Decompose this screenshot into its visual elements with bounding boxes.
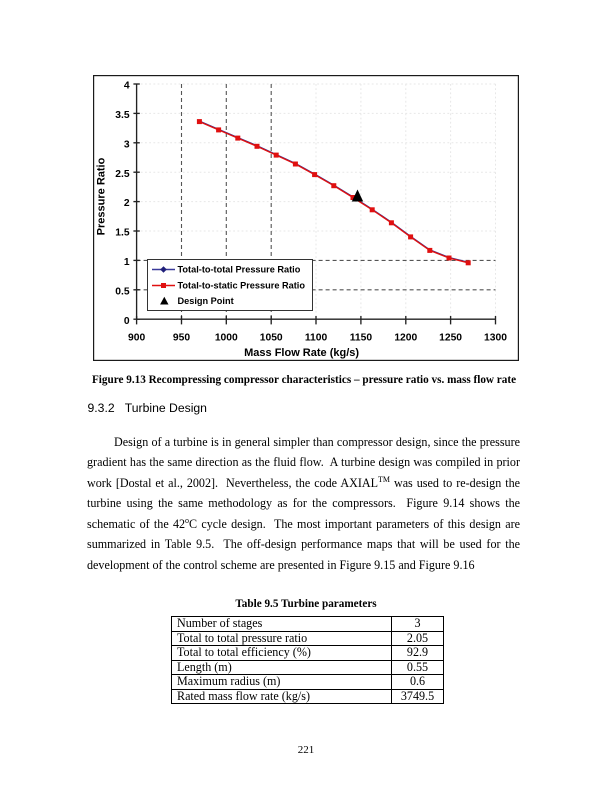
- svg-text:Mass Flow Rate (kg/s): Mass Flow Rate (kg/s): [244, 347, 359, 359]
- svg-text:1000: 1000: [215, 332, 238, 343]
- svg-text:1: 1: [124, 257, 130, 268]
- svg-text:1150: 1150: [350, 332, 373, 343]
- svg-text:1050: 1050: [260, 332, 283, 343]
- svg-text:1250: 1250: [439, 332, 462, 343]
- svg-text:950: 950: [173, 332, 190, 343]
- svg-text:3.5: 3.5: [115, 110, 130, 121]
- svg-text:1300: 1300: [484, 332, 507, 343]
- svg-text:1100: 1100: [305, 332, 328, 343]
- svg-text:Design Point: Design Point: [178, 296, 234, 306]
- svg-text:1.5: 1.5: [115, 228, 130, 239]
- svg-text:Pressure Ratio: Pressure Ratio: [96, 157, 108, 235]
- svg-text:Total-to-total Pressure Ratio: Total-to-total Pressure Ratio: [178, 265, 301, 275]
- svg-text:0: 0: [124, 316, 130, 327]
- svg-text:3: 3: [124, 139, 130, 150]
- svg-text:4: 4: [124, 81, 130, 92]
- svg-text:2.5: 2.5: [115, 169, 130, 180]
- svg-text:1200: 1200: [394, 332, 417, 343]
- svg-text:Total-to-static Pressure Ratio: Total-to-static Pressure Ratio: [178, 281, 306, 291]
- svg-text:900: 900: [128, 332, 145, 343]
- svg-text:2: 2: [124, 198, 130, 209]
- svg-text:0.5: 0.5: [115, 286, 130, 297]
